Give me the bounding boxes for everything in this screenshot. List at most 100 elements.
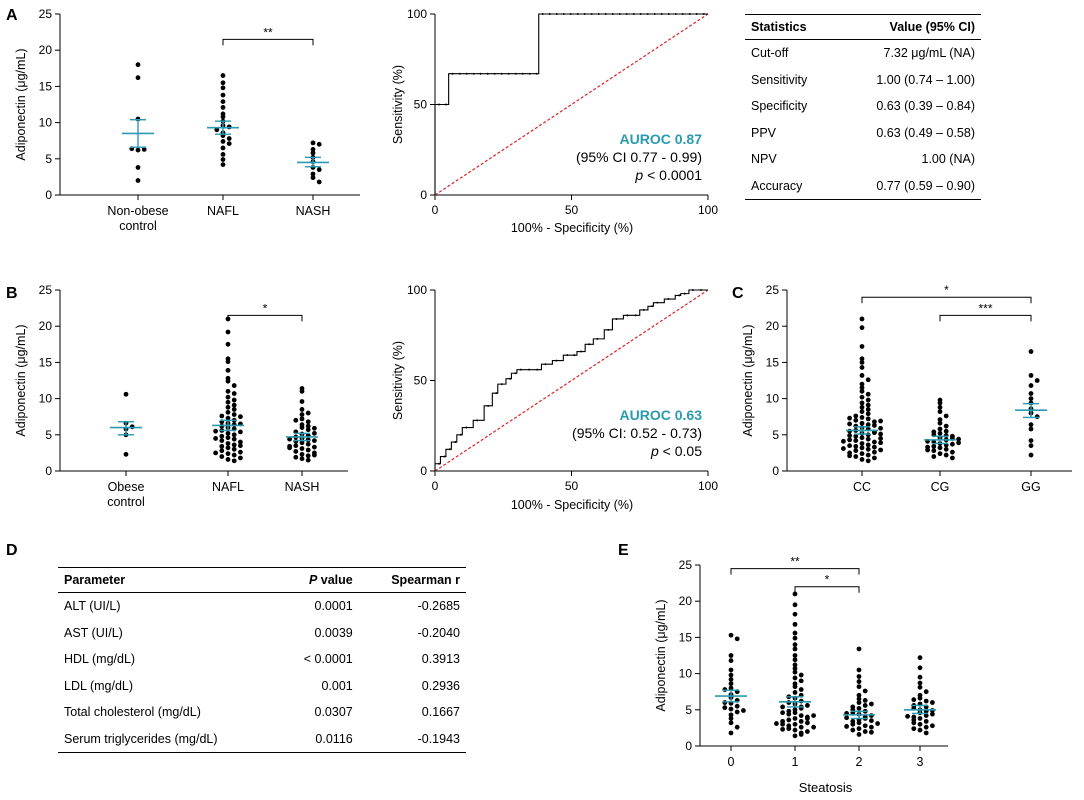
roc-step-marker — [535, 72, 538, 75]
data-point — [299, 416, 305, 422]
roc-step-marker — [536, 368, 539, 371]
data-point — [956, 436, 961, 442]
roc-step-marker — [573, 354, 576, 357]
data-point — [905, 713, 910, 719]
data-point — [238, 429, 243, 435]
chart-B-scatter: 0 5 10 15 20 25 Adiponectin (μg/mL) Obesecontro… — [14, 283, 348, 509]
data-point — [728, 685, 734, 691]
data-point — [798, 672, 804, 678]
data-point — [219, 443, 225, 449]
header-statistics: Statistics — [745, 14, 836, 40]
data-point — [780, 726, 785, 732]
data-point — [1028, 349, 1034, 354]
roc-step-marker — [448, 448, 451, 451]
data-point — [878, 431, 883, 437]
data-point — [865, 446, 871, 452]
significance-bracket — [222, 38, 314, 46]
p-value-cell: 0.001 — [321, 678, 353, 693]
data-point — [780, 704, 785, 710]
x-tick-label: 100 — [698, 479, 718, 493]
data-point — [856, 646, 862, 652]
data-point — [865, 436, 871, 442]
data-point — [219, 448, 225, 454]
data-point — [238, 439, 243, 445]
significance-bracket — [730, 568, 860, 575]
data-point — [937, 404, 943, 410]
data-point — [878, 425, 883, 431]
p-value-cell: 0.0307 — [314, 705, 353, 720]
data-point — [937, 451, 943, 457]
data-point — [865, 432, 871, 438]
y-tick-label: 25 — [766, 283, 780, 297]
data-point — [869, 729, 874, 735]
data-point — [220, 152, 226, 157]
roc-step-marker — [487, 404, 490, 407]
roc-step-marker — [528, 368, 531, 371]
data-point — [859, 325, 865, 331]
data-point — [798, 678, 804, 684]
data-point — [220, 99, 226, 105]
data-point — [225, 341, 231, 347]
parameter-cell: Total cholesterol (mg/dL) — [64, 705, 201, 720]
data-point — [316, 179, 322, 185]
data-point — [925, 447, 930, 453]
x-axis-label: 100% - Specificity (%) — [511, 221, 633, 235]
significance-label: ** — [263, 25, 273, 39]
reference-diagonal — [434, 13, 709, 196]
data-point — [856, 726, 862, 732]
x-tick-label: NASH — [285, 480, 320, 494]
data-point — [862, 723, 868, 729]
data-point — [798, 713, 804, 718]
y-tick-label: 15 — [679, 630, 693, 644]
data-point — [865, 458, 871, 464]
x-tick-label: Non-obese — [107, 204, 168, 218]
data-point — [225, 415, 231, 421]
data-point — [862, 703, 868, 708]
roc-step-marker — [465, 426, 468, 429]
y-axis-label: Adiponectin (μg/mL) — [14, 48, 28, 160]
data-point — [792, 621, 798, 627]
roc-step-marker — [438, 103, 440, 106]
data-point — [798, 687, 804, 692]
x-tick-label: CG — [931, 480, 950, 494]
significance-bracket — [794, 586, 860, 593]
data-point — [847, 433, 852, 438]
y-tick-label: 20 — [39, 319, 53, 333]
roc-step-marker — [611, 13, 614, 15]
x-tick-label: control — [119, 219, 157, 233]
data-point — [220, 145, 226, 151]
y-tick-label: 25 — [39, 7, 53, 21]
data-point — [856, 684, 862, 690]
x-tick-label: 100 — [698, 203, 718, 217]
data-point — [774, 721, 779, 726]
roc-step-marker — [667, 298, 670, 301]
stats-table-a: Statistics Value (95% CI) Cut-off 7.32 μg… — [745, 14, 981, 200]
data-point — [786, 708, 792, 714]
roc-step-marker — [579, 350, 582, 353]
data-point — [859, 344, 865, 349]
data-point — [937, 426, 943, 432]
data-point — [872, 449, 877, 455]
roc-step-marker — [691, 289, 694, 291]
roc-step-marker — [514, 372, 517, 375]
data-point — [728, 672, 734, 678]
data-point — [798, 732, 804, 737]
data-point — [841, 446, 846, 451]
data-point — [943, 452, 949, 458]
data-point — [937, 400, 943, 406]
data-point — [859, 400, 865, 406]
data-point — [844, 715, 849, 721]
data-point — [225, 378, 231, 384]
data-point — [853, 443, 859, 449]
data-point — [930, 700, 935, 705]
data-point — [847, 453, 852, 459]
data-point — [293, 417, 299, 423]
data-point — [734, 636, 740, 642]
data-point — [865, 452, 871, 458]
data-point — [847, 421, 852, 427]
y-tick-label: 0 — [420, 464, 427, 478]
y-tick-label: 20 — [39, 43, 53, 57]
data-point — [1028, 452, 1034, 458]
data-point — [722, 687, 728, 692]
